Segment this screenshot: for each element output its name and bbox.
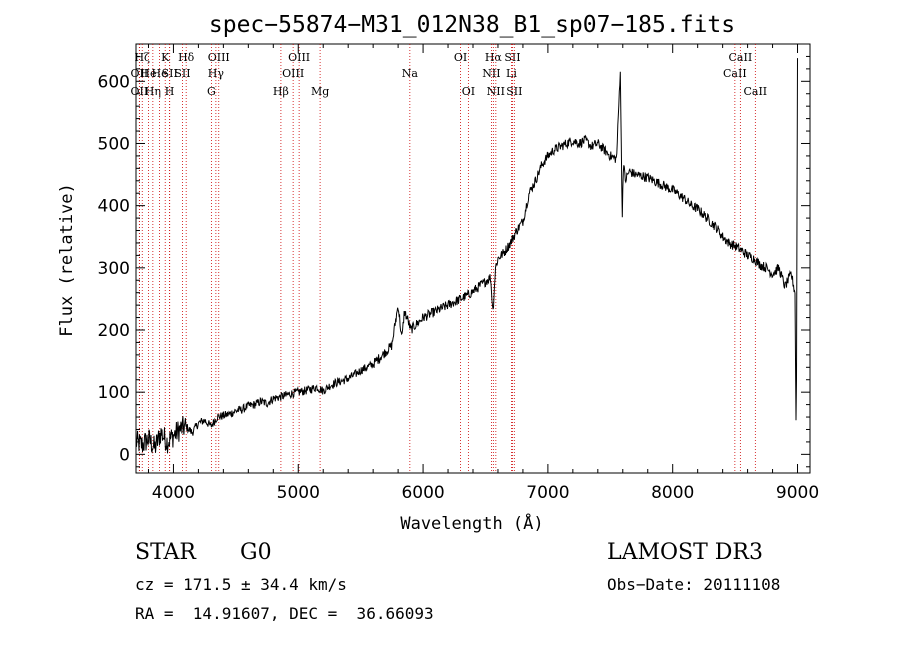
object-subclass: G0 <box>240 540 272 565</box>
y-tick-label: 200 <box>98 321 130 341</box>
spectrum-line <box>135 58 798 454</box>
x-tick-label: 8000 <box>651 483 694 503</box>
y-tick-label: 600 <box>98 72 130 92</box>
spectral-line-label: OI <box>462 85 475 98</box>
x-tick-label: 4000 <box>152 483 195 503</box>
spectral-line-label: SII <box>162 67 178 80</box>
spectral-line-label: G <box>207 85 216 98</box>
spectral-line-label: K <box>161 51 170 64</box>
spectral-line-label: OII <box>131 85 149 98</box>
y-tick-label: 500 <box>98 134 130 154</box>
spectral-line-label: Mg <box>311 85 329 98</box>
plot-frame <box>135 43 811 474</box>
spectral-line-label: SII <box>506 85 522 98</box>
spectral-line-label: CaII <box>723 67 747 80</box>
spectral-line-label: SII <box>174 67 190 80</box>
spectral-line-label: OIII <box>288 51 310 64</box>
spectral-line-label: SII <box>504 51 520 64</box>
spectral-line-label: Hγ <box>208 67 225 80</box>
spectral-line-label: OIII <box>208 51 230 64</box>
spectral-line-label: Na <box>402 67 419 80</box>
spectral-line-label: He <box>140 67 156 80</box>
object-class: STAR <box>135 540 196 565</box>
spectral-line-label: Hβ <box>273 85 289 98</box>
spectral-line-label: NII <box>487 85 505 98</box>
y-axis-label: Flux (relative) <box>57 183 77 337</box>
spectral-line-label: CaII <box>729 51 753 64</box>
y-tick-label: 300 <box>98 259 130 279</box>
x-tick-label: 5000 <box>277 483 320 503</box>
spectral-line-label: Hα <box>485 51 503 64</box>
spectral-line-label: Li <box>506 67 517 80</box>
chart-title: spec−55874−M31_012N38_B1_sp07−185.fits <box>209 12 735 38</box>
y-tick-label: 0 <box>119 445 130 465</box>
y-tick-label: 100 <box>98 383 130 403</box>
redshift-cz: cz = 171.5 ± 34.4 km/s <box>135 575 347 594</box>
coordinates: RA = 14.91607, DEC = 36.66093 <box>135 604 434 623</box>
spectral-line-label: Hζ <box>134 51 150 64</box>
spectral-line-label: H <box>165 85 175 98</box>
y-tick-label: 400 <box>98 197 130 217</box>
x-tick-label: 9000 <box>776 483 819 503</box>
spectral-line-label: OII <box>131 67 149 80</box>
spectral-line-label: OIII <box>282 67 304 80</box>
survey-name: LAMOST DR3 <box>607 540 763 565</box>
spectral-line-label: NII <box>482 67 500 80</box>
x-tick-label: 7000 <box>526 483 569 503</box>
spectral-line-label: He <box>152 67 168 80</box>
x-tick-label: 6000 <box>401 483 444 503</box>
plot-area: HζOIIOIIHeHηKHHeSIIHδSIIOIIIHγGOIIIOIIIH… <box>98 43 819 503</box>
x-axis-label: Wavelength (Å) <box>400 512 543 534</box>
spectral-line-label: CaII <box>743 85 767 98</box>
spectral-line-label: Hδ <box>178 51 195 64</box>
spectral-line-label: Hη <box>145 85 161 98</box>
spectral-line-label: OI <box>454 51 467 64</box>
observation-date: Obs−Date: 20111108 <box>607 575 781 594</box>
